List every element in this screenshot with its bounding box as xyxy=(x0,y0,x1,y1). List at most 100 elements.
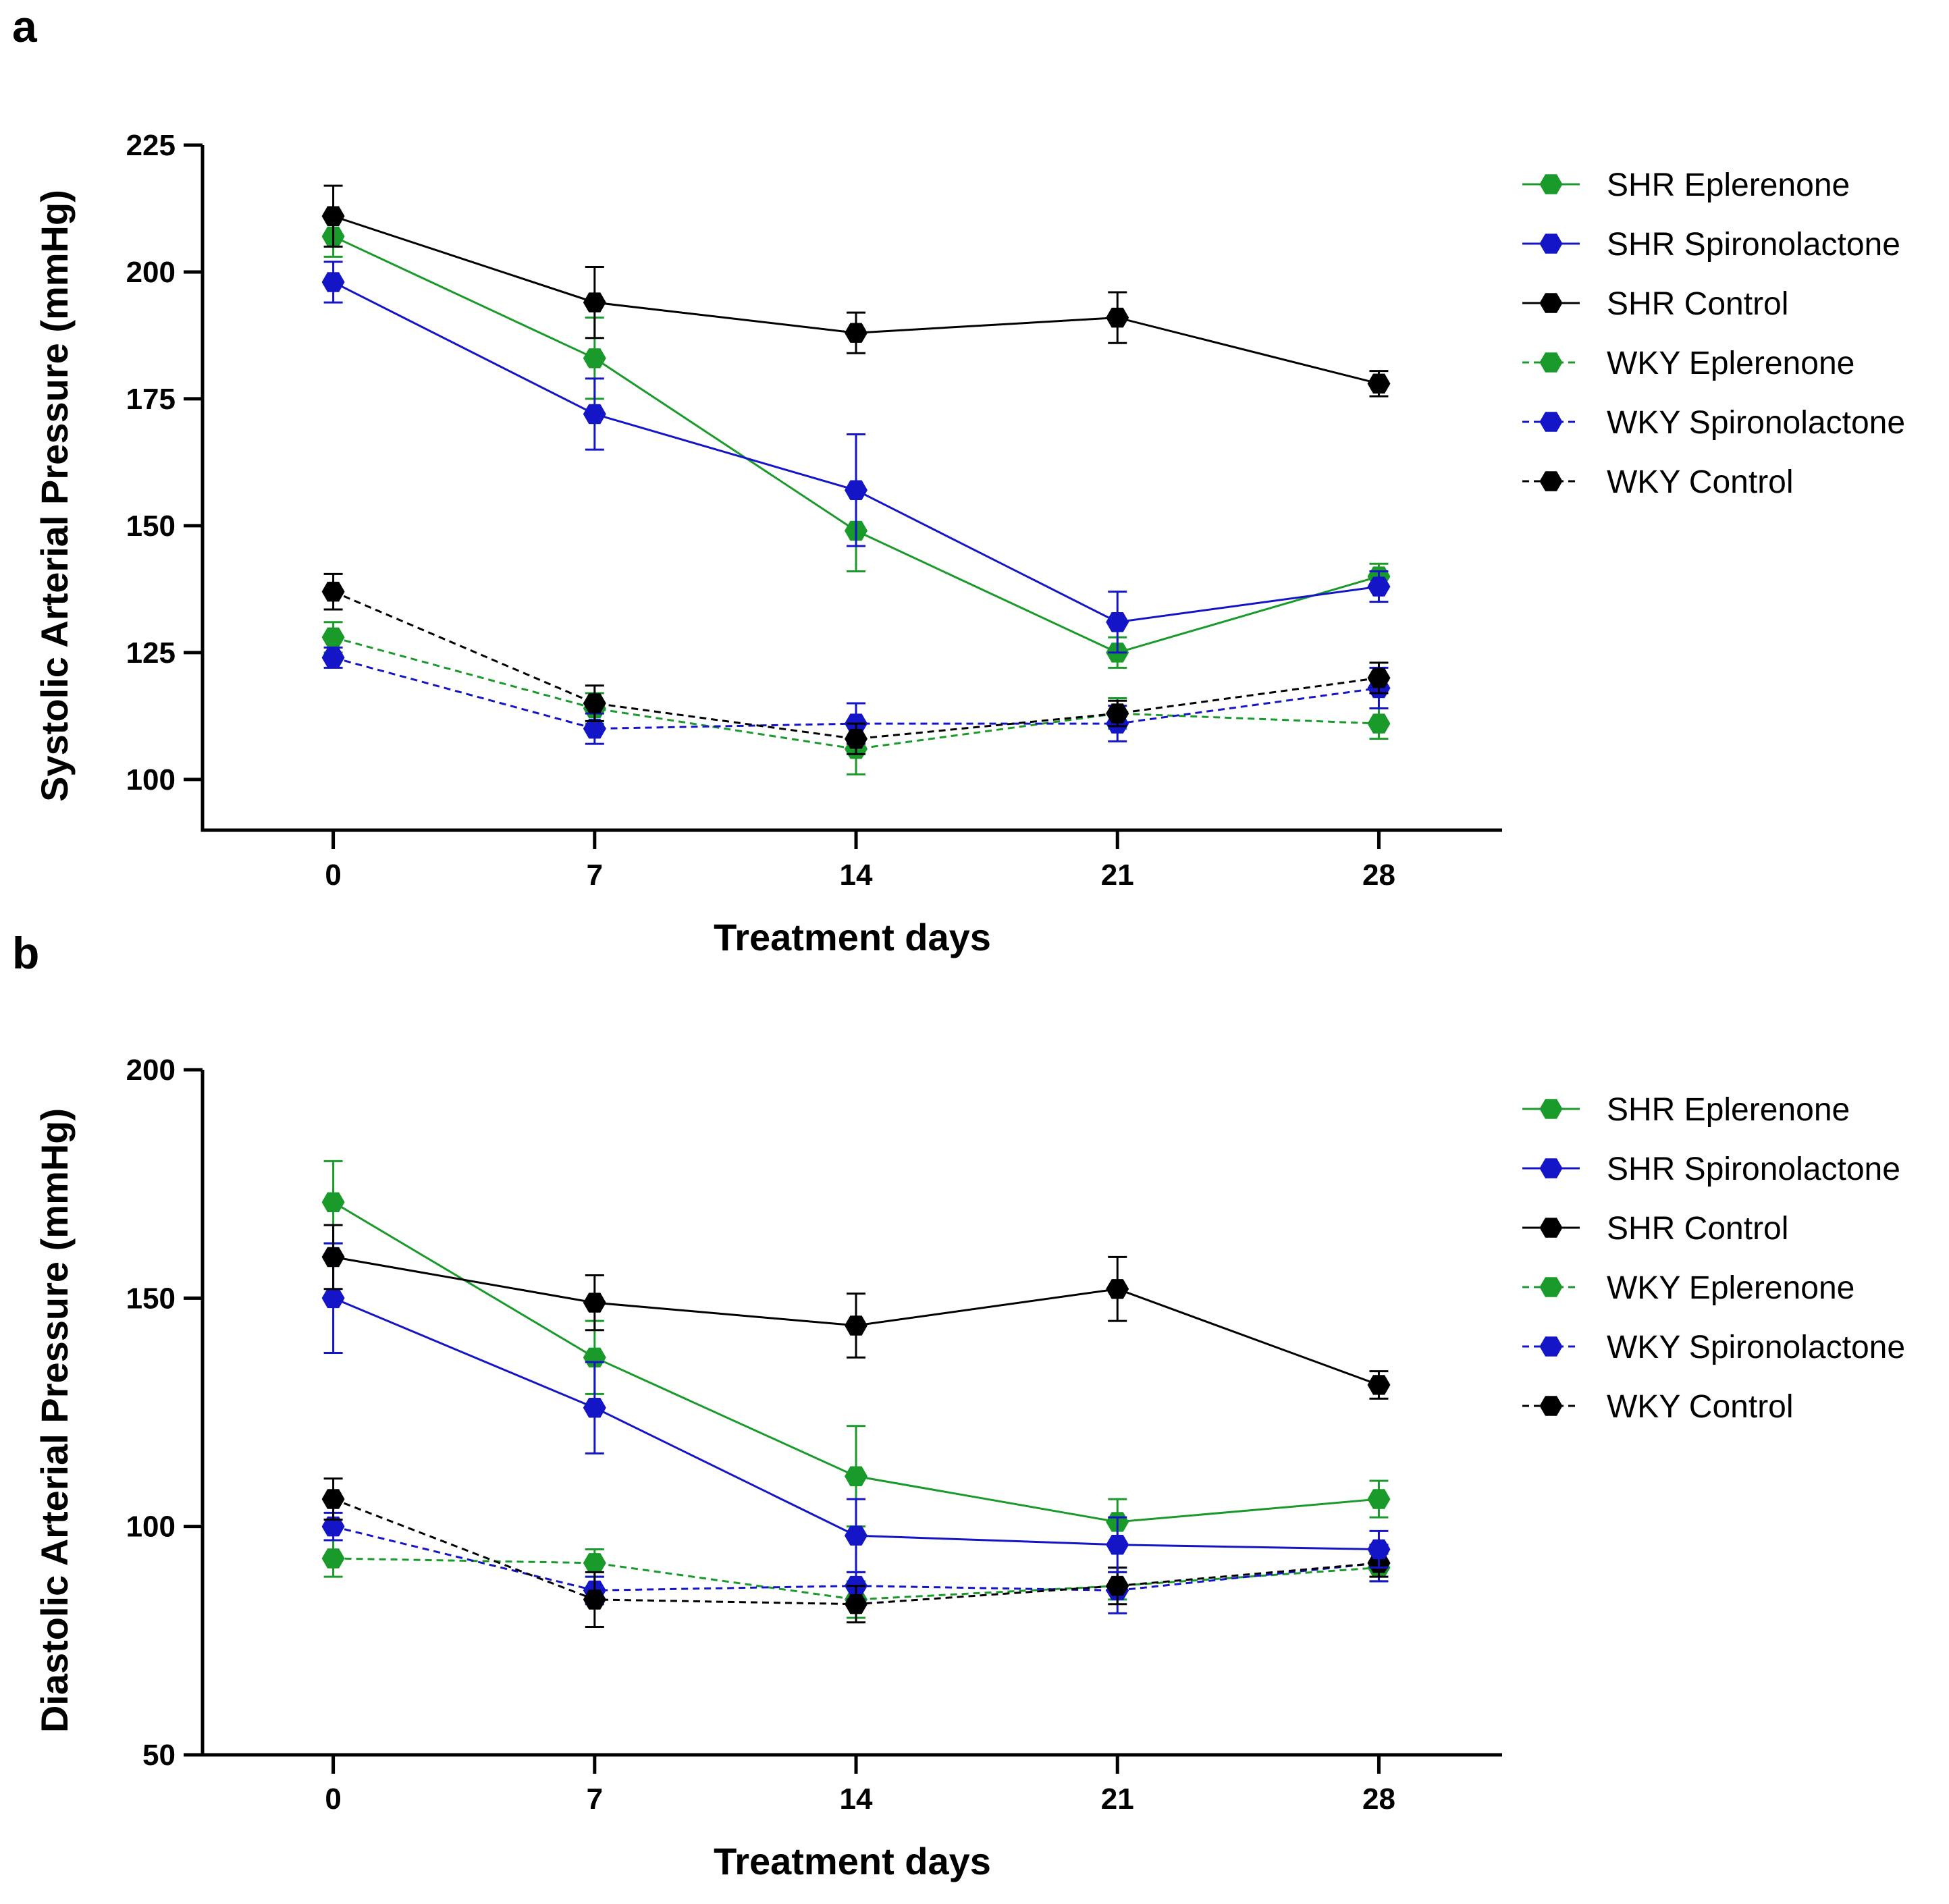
legend-entry-wky-eplerenone-b: WKY Eplerenone xyxy=(1522,1270,1854,1306)
legend-marker xyxy=(1539,1277,1563,1297)
y-tick-label-b: 100 xyxy=(126,1511,176,1544)
panel-letter-a: a xyxy=(12,1,38,51)
data-point xyxy=(321,1288,345,1309)
plot-area-b xyxy=(321,1160,1391,1629)
legend-marker xyxy=(1539,352,1563,373)
data-point xyxy=(583,1398,606,1418)
legend-marker xyxy=(1539,412,1563,432)
legend-entry-shr-spironolactone-a: SHR Spironolactone xyxy=(1522,227,1900,263)
data-point xyxy=(845,728,867,749)
series-line-wky-eplerenone-a xyxy=(333,636,1379,751)
legend-label: WKY Spironolactone xyxy=(1607,1330,1905,1365)
axes-b: 50 100 150 200 0 7 14 21 28 Treatment days Diastol… xyxy=(33,1054,1502,1882)
legend-label: WKY Control xyxy=(1607,1389,1794,1425)
legend-entry-shr-eplerenone-a: SHR Eplerenone xyxy=(1522,167,1850,203)
data-point xyxy=(845,1525,867,1546)
y-tick-label-b: 50 xyxy=(142,1739,176,1772)
y-tick-label-b: 200 xyxy=(126,1054,176,1087)
series-wky-control-a xyxy=(321,572,1391,755)
y-tick-label-a: 225 xyxy=(126,129,176,162)
x-tick-label-b: 28 xyxy=(1362,1783,1395,1816)
data-point xyxy=(845,1466,867,1486)
legend-marker xyxy=(1539,1396,1563,1416)
series-shr-control-b xyxy=(321,1224,1391,1400)
x-tick-label-a: 14 xyxy=(840,859,873,892)
data-point xyxy=(583,693,606,713)
legend-label: WKY Eplerenone xyxy=(1607,1270,1854,1306)
y-tick-label-a: 125 xyxy=(126,636,176,670)
data-point xyxy=(1367,1489,1391,1509)
data-point xyxy=(1106,1279,1129,1299)
legend-entry-shr-control-b: SHR Control xyxy=(1522,1211,1788,1247)
data-point xyxy=(1106,1535,1129,1555)
data-point xyxy=(1367,1539,1391,1560)
legend-entry-wky-spironolactone-a: WKY Spironolactone xyxy=(1522,405,1905,441)
y-tick-label-a: 175 xyxy=(126,383,176,416)
legend-label: SHR Spironolactone xyxy=(1607,1151,1900,1187)
x-tick-label-b: 21 xyxy=(1101,1783,1134,1816)
legend-b: SHR Eplerenone SHR Spironolactone SHR Cont… xyxy=(1522,1092,1905,1425)
y-axis-title-b: Diastolic Arterial Pressure (mmHg) xyxy=(33,1108,76,1733)
legend-entry-shr-eplerenone-b: SHR Eplerenone xyxy=(1522,1092,1850,1128)
series-shr-control-a xyxy=(321,184,1391,398)
legend-label: SHR Control xyxy=(1607,286,1788,322)
data-point xyxy=(845,323,867,343)
x-tick-label-b: 0 xyxy=(325,1783,341,1816)
x-tick-label-b: 7 xyxy=(587,1783,603,1816)
data-point xyxy=(321,1192,345,1212)
legend-label: SHR Eplerenone xyxy=(1607,1092,1850,1128)
data-point xyxy=(1367,668,1391,688)
legend-marker xyxy=(1539,1218,1563,1238)
legend-entry-shr-spironolactone-b: SHR Spironolactone xyxy=(1522,1151,1900,1187)
data-point xyxy=(321,1247,345,1268)
data-point xyxy=(1106,703,1129,724)
data-point xyxy=(1106,1575,1129,1596)
legend-entry-wky-control-a: WKY Control xyxy=(1522,464,1794,500)
panel-letter-b: b xyxy=(12,928,39,978)
axes-a: 100 125 150 175 200 225 0 7 14 21 28 Treatment days… xyxy=(33,129,1502,958)
y-tick-label-a: 200 xyxy=(126,256,176,289)
x-tick-label-a: 7 xyxy=(587,859,603,892)
data-point xyxy=(583,1589,606,1610)
data-point xyxy=(321,627,345,647)
data-point xyxy=(321,647,345,668)
data-point xyxy=(1367,713,1391,734)
data-point xyxy=(1367,576,1391,597)
data-point xyxy=(583,404,606,425)
legend-marker xyxy=(1539,1158,1563,1178)
legend-entry-wky-eplerenone-a: WKY Eplerenone xyxy=(1522,346,1854,381)
data-point xyxy=(845,480,867,500)
data-point xyxy=(845,1315,867,1336)
data-point xyxy=(1367,373,1391,394)
legend-label: WKY Control xyxy=(1607,464,1794,500)
series-line-shr-control-a xyxy=(333,215,1379,385)
series-line-wky-eplerenone-b xyxy=(333,1557,1379,1601)
y-tick-label-a: 150 xyxy=(126,510,176,543)
y-axis-title-a: Systolic Arterial Pressure (mmHg) xyxy=(33,190,76,802)
data-point xyxy=(1106,612,1129,632)
data-point xyxy=(321,206,345,226)
x-tick-label-a: 28 xyxy=(1362,859,1395,892)
data-point xyxy=(583,1553,606,1573)
data-point xyxy=(583,348,606,369)
x-tick-label-a: 0 xyxy=(325,859,341,892)
legend-label: WKY Spironolactone xyxy=(1607,405,1905,441)
data-point xyxy=(321,1489,345,1509)
legend-entry-wky-control-b: WKY Control xyxy=(1522,1389,1794,1425)
plot-area-a xyxy=(321,184,1391,776)
data-point xyxy=(1106,307,1129,328)
legend-a: SHR Eplerenone SHR Spironolactone SHR Cont… xyxy=(1522,167,1905,500)
data-point xyxy=(583,1293,606,1313)
legend-entry-wky-spironolactone-b: WKY Spironolactone xyxy=(1522,1330,1905,1365)
data-point xyxy=(583,718,606,739)
x-tick-label-b: 14 xyxy=(840,1783,873,1816)
legend-marker xyxy=(1539,234,1563,254)
legend-marker xyxy=(1539,293,1563,313)
x-axis-title-a: Treatment days xyxy=(714,916,991,958)
legend-entry-shr-control-a: SHR Control xyxy=(1522,286,1788,322)
legend-label: SHR Eplerenone xyxy=(1607,167,1850,203)
series-shr-spironolactone-b xyxy=(321,1242,1391,1573)
data-point xyxy=(1367,1375,1391,1395)
x-axis-title-b: Treatment days xyxy=(714,1840,991,1882)
y-tick-label-b: 150 xyxy=(126,1282,176,1315)
